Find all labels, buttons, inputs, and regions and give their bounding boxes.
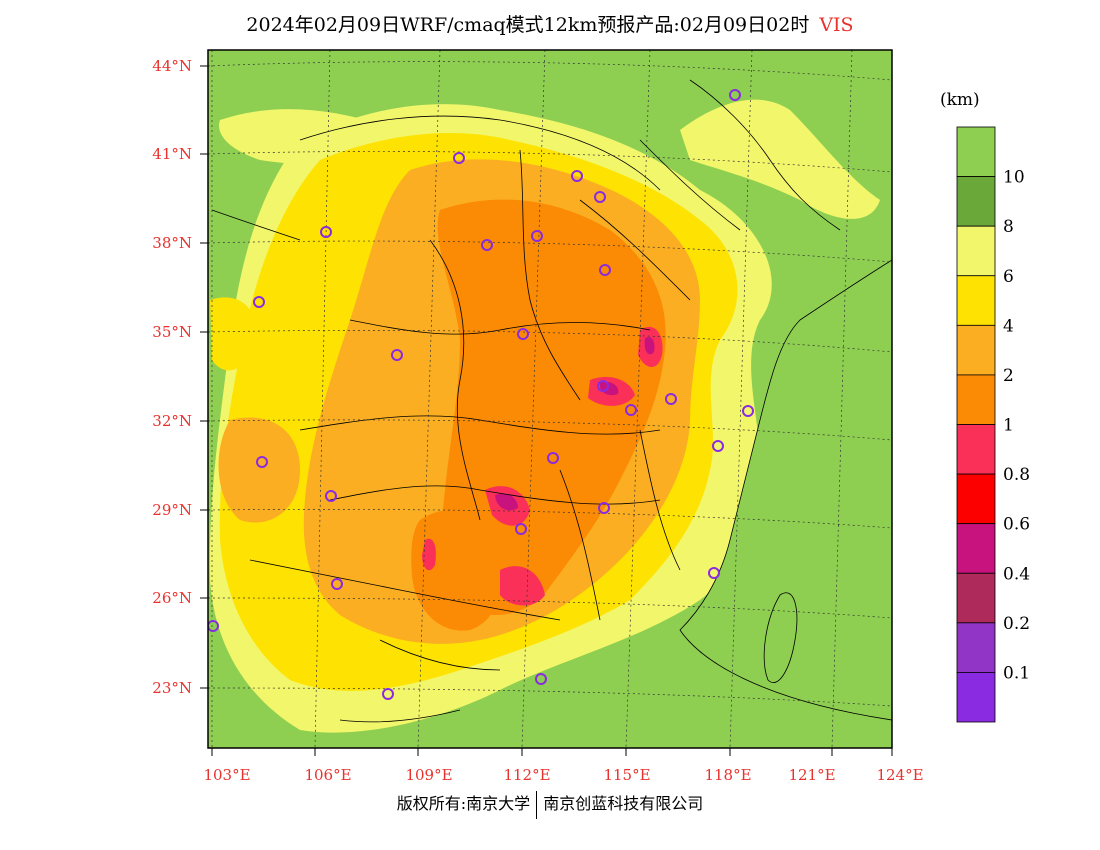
field-0_4km-1 — [644, 336, 655, 355]
station-marker — [325, 490, 337, 502]
field-4km-west-lobe — [210, 297, 256, 371]
station-marker — [517, 328, 529, 340]
footer-credit: 版权所有:南京大学 南京创蓝科技有限公司 — [0, 790, 1100, 819]
lat-label: 35°N — [152, 323, 192, 341]
lon-label: 103°E — [203, 766, 250, 784]
footer-left: 版权所有:南京大学 — [396, 794, 531, 813]
station-marker — [665, 393, 677, 405]
station-marker — [571, 170, 583, 182]
lon-label: 121°E — [788, 766, 835, 784]
legend-swatch — [956, 126, 996, 177]
legend-label: 6 — [1003, 267, 1014, 287]
station-marker — [253, 296, 265, 308]
province-borders — [211, 79, 841, 723]
station-marker — [391, 349, 403, 361]
legend-swatch — [956, 523, 996, 574]
field-0_8km-5 — [422, 538, 436, 571]
field-0_8km-4 — [500, 566, 545, 606]
station-marker — [531, 230, 543, 242]
map-title: 2024年02月09日WRF/cmaq模式12km预报产品:02月09日02时 V… — [0, 10, 1100, 37]
field-0_4km-3 — [495, 493, 518, 511]
station-marker — [597, 380, 609, 392]
legend-swatch — [956, 672, 996, 723]
legend-label: 8 — [1003, 217, 1014, 237]
title-text: 2024年02月09日WRF/cmaq模式12km预报产品:02月09日02时 — [246, 14, 810, 36]
station-marker — [547, 452, 559, 464]
station-marker — [256, 456, 268, 468]
legend-unit: (km) — [940, 90, 980, 110]
legend-label: 2 — [1003, 366, 1014, 386]
lat-label: 29°N — [152, 501, 192, 519]
station-marker — [712, 440, 724, 452]
legend-label: 1 — [1003, 416, 1014, 436]
station-marker — [535, 673, 547, 685]
legend-swatch — [956, 572, 996, 624]
station-marker — [708, 567, 720, 579]
footer-right: 南京创蓝科技有限公司 — [543, 794, 704, 813]
title-variable: VIS — [819, 14, 854, 36]
station-marker — [729, 89, 741, 101]
legend-label: 10 — [1003, 168, 1025, 188]
longitude-ticks — [211, 748, 893, 756]
field-0_4km-2 — [599, 381, 619, 396]
legend-swatch — [956, 275, 996, 326]
legend-swatch — [956, 424, 996, 475]
legend-swatch — [956, 473, 996, 525]
legend-label: 0.1 — [1003, 663, 1030, 683]
map-frame — [207, 49, 893, 749]
station-marker — [481, 239, 493, 251]
legend-swatch — [956, 374, 996, 425]
lat-label: 44°N — [152, 57, 192, 75]
station-marker — [208, 620, 219, 632]
station-markers — [208, 89, 754, 700]
station-marker — [742, 405, 754, 417]
field-6km-northeast — [680, 99, 880, 219]
lat-label: 23°N — [152, 679, 192, 697]
lat-label: 26°N — [152, 589, 192, 607]
lon-label: 118°E — [704, 766, 751, 784]
station-marker — [515, 523, 527, 535]
legend-label: 0.2 — [1003, 614, 1030, 634]
legend-label: 0.8 — [1003, 465, 1030, 485]
station-marker — [382, 688, 394, 700]
lat-label: 32°N — [152, 412, 192, 430]
field-1km-south — [411, 509, 504, 631]
station-marker — [453, 152, 465, 164]
footer-separator — [536, 790, 538, 819]
latitude-labels: 44°N 41°N 38°N 35°N 32°N 29°N 26°N 23°N — [152, 57, 192, 697]
station-marker — [599, 264, 611, 276]
station-marker — [598, 502, 610, 514]
lon-label: 109°E — [405, 766, 452, 784]
legend-swatch — [956, 324, 996, 376]
lon-label: 124°E — [876, 766, 923, 784]
legend-label: 4 — [1003, 316, 1014, 336]
lat-label: 38°N — [152, 234, 192, 252]
longitude-labels: 103°E 106°E 109°E 112°E 115°E 118°E 121°… — [203, 766, 923, 784]
legend-colorbar — [956, 126, 996, 723]
lon-label: 112°E — [503, 766, 550, 784]
field-2km-sw — [218, 417, 300, 523]
legend-label: 0.6 — [1003, 515, 1030, 535]
lat-label: 41°N — [152, 145, 192, 163]
map-field — [208, 50, 892, 748]
lon-label: 106°E — [304, 766, 351, 784]
station-marker — [625, 404, 637, 416]
station-marker — [320, 226, 332, 238]
station-marker — [331, 578, 343, 590]
legend-swatch — [956, 176, 996, 227]
lon-label: 115°E — [603, 766, 650, 784]
legend-labels: 10 8 6 4 2 1 0.8 0.6 0.4 0.2 0.1 — [1003, 168, 1030, 684]
latitude-ticks — [200, 65, 208, 689]
legend-swatch — [956, 225, 996, 277]
island-taiwan — [763, 592, 798, 683]
station-marker — [594, 191, 606, 203]
legend-swatch — [956, 622, 996, 673]
legend-label: 0.4 — [1003, 564, 1030, 584]
